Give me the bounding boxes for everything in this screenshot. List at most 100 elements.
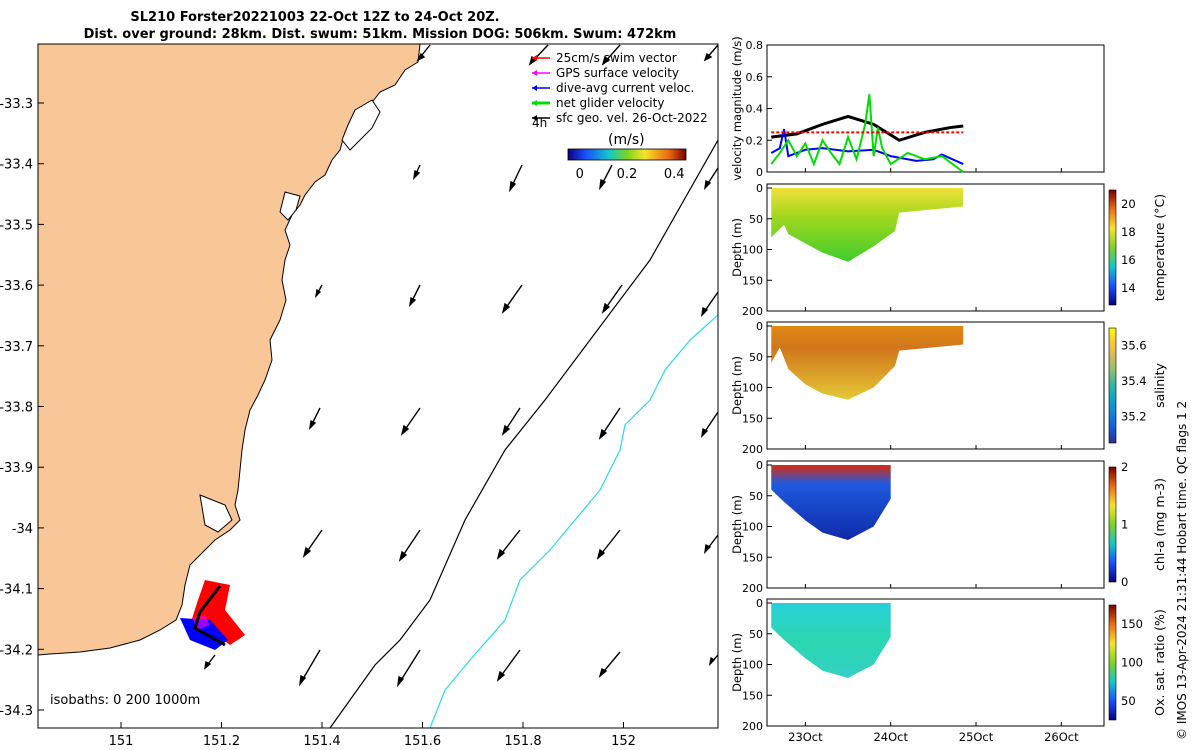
vector-arrow xyxy=(302,529,323,558)
panel-2: 0 50 100 150 200 Depth (m) 14 16 18 20 temperature… xyxy=(730,182,1167,318)
map-ytick-label: -33.6 xyxy=(0,279,33,294)
vector-arrow xyxy=(599,164,613,191)
vector-arrow xyxy=(704,534,718,554)
colorbar-unit-label: (m/s) xyxy=(608,132,645,148)
legend-entry: 25cm/s swim vector xyxy=(532,51,677,65)
velocity-series-line xyxy=(771,114,964,142)
depth-tick-label: 100 xyxy=(742,659,763,672)
map-xtick-label: 151 xyxy=(109,734,134,749)
vector-arrow xyxy=(413,164,421,180)
colorbar-tick-label: 100 xyxy=(1121,656,1143,670)
panel-frame xyxy=(766,44,1105,173)
colorbar-tick-label: 20 xyxy=(1121,197,1136,211)
estuary-inlet xyxy=(279,191,301,221)
vector-arrow xyxy=(701,411,718,438)
depth-tick-label: 150 xyxy=(742,689,763,702)
colorbar-tick-label: 35.2 xyxy=(1121,409,1147,423)
vector-arrow xyxy=(598,651,621,678)
map-colorbar xyxy=(567,148,687,161)
legend-label: net glider velocity xyxy=(556,96,664,110)
ytick-label: 0.2 xyxy=(746,134,764,147)
duration-label: 4h xyxy=(532,116,547,130)
depth-tick-label: 200 xyxy=(742,582,763,595)
vector-arrow xyxy=(400,407,421,436)
map-ytick-label: -33.5 xyxy=(0,218,33,233)
vector-arrow xyxy=(601,44,621,66)
panel-5: 0 50 100 150 200 Depth (m) 50 100 150 Ox. sat. ra… xyxy=(730,597,1167,744)
section-heatmap xyxy=(771,326,964,400)
vector-arrow xyxy=(397,649,421,688)
map-ytick-label: -34.3 xyxy=(0,704,33,719)
vector-arrow xyxy=(704,167,718,190)
vector-arrow xyxy=(708,654,718,667)
map-xtick-label: 151.6 xyxy=(404,734,441,749)
section-colorbar xyxy=(1108,189,1117,306)
depth-tick-label: 150 xyxy=(742,274,763,287)
section-heatmap xyxy=(771,465,891,541)
map-ytick-label: -33.7 xyxy=(0,340,33,355)
ylabel: Depth (m) xyxy=(730,356,744,415)
colorbar-label: temperature (°C) xyxy=(1152,194,1167,301)
vector-arrow xyxy=(309,407,321,430)
legend-label: sfc geo. vel. 26-Oct-2022 xyxy=(556,111,708,125)
vector-arrow xyxy=(501,407,521,436)
colorbar-tick-label: 35.6 xyxy=(1121,339,1147,353)
ylabel: Depth (m) xyxy=(730,218,744,277)
isobath-200m xyxy=(329,139,718,728)
depth-tick-label: 0 xyxy=(756,597,763,610)
map-xtick-label: 152 xyxy=(611,734,636,749)
depth-tick-label: 50 xyxy=(749,628,763,641)
legend-label: dive-avg current veloc. xyxy=(556,81,694,95)
map-ytick-label: -34 xyxy=(12,522,33,537)
vector-arrow xyxy=(596,529,621,560)
depth-tick-label: 200 xyxy=(742,305,763,318)
vector-arrow xyxy=(204,654,216,670)
vector-arrow xyxy=(314,284,323,299)
section-heatmap xyxy=(771,188,964,262)
colorbar-tick-label: 0.4 xyxy=(664,167,685,182)
colorbar-tick-label: 0.2 xyxy=(617,167,638,182)
legend-arrowhead xyxy=(532,85,537,91)
colorbar-label: Ox. sat. ratio (%) xyxy=(1152,609,1167,716)
colorbar-tick-label: 150 xyxy=(1121,617,1143,631)
xtick-label: 23Oct xyxy=(788,730,823,744)
colorbar-tick-label: 16 xyxy=(1121,253,1136,267)
map-xtick-label: 151.8 xyxy=(504,734,541,749)
colorbar-tick-label: 0 xyxy=(1121,575,1128,589)
depth-tick-label: 150 xyxy=(742,412,763,425)
vector-arrow xyxy=(409,284,421,307)
colorbar-tick-label: 35.4 xyxy=(1121,374,1147,388)
xtick-label: 25Oct xyxy=(959,730,994,744)
depth-tick-label: 50 xyxy=(749,490,763,503)
ytick-label: 0.4 xyxy=(746,103,764,116)
depth-tick-label: 0 xyxy=(756,182,763,195)
vector-arrow xyxy=(416,44,431,62)
vector-arrow xyxy=(598,407,621,440)
colorbar-tick-label: 50 xyxy=(1121,694,1136,708)
ytick-label: 0 xyxy=(756,166,763,179)
colorbar-tick-label: 18 xyxy=(1121,225,1136,239)
legend-entry: sfc geo. vel. 26-Oct-2022 xyxy=(532,111,708,125)
map-ytick-label: -34.2 xyxy=(0,643,33,658)
lake-inlet xyxy=(341,99,381,151)
section-colorbar xyxy=(1108,327,1117,444)
xtick-label: 24Oct xyxy=(873,730,908,744)
map-ytick-label: -34.1 xyxy=(0,583,33,598)
legend-entry: dive-avg current veloc. xyxy=(532,81,694,95)
vector-arrow xyxy=(701,291,718,317)
legend-label: 25cm/s swim vector xyxy=(556,51,677,65)
section-colorbar xyxy=(1108,466,1117,583)
section-colorbar xyxy=(1108,604,1117,721)
legend-arrowhead xyxy=(532,70,537,76)
ytick-label: 0.6 xyxy=(746,71,764,84)
vector-arrow xyxy=(496,529,521,560)
figure-title-line1: SL210 Forster20221003 22-Oct 12Z to 24-O… xyxy=(130,10,500,25)
depth-tick-label: 100 xyxy=(742,521,763,534)
vector-arrow xyxy=(509,164,523,193)
glider-track xyxy=(180,580,245,650)
map-xtick-label: 151.4 xyxy=(303,734,340,749)
